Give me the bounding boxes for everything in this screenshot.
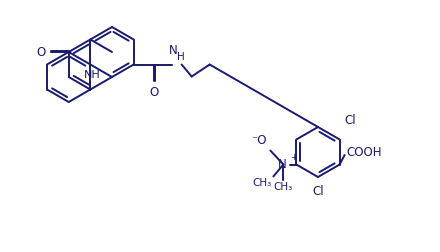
Text: +: +	[290, 152, 297, 162]
Text: Cl: Cl	[312, 185, 324, 198]
Text: N: N	[169, 44, 178, 56]
Text: N: N	[278, 158, 286, 171]
Text: CH₃: CH₃	[252, 178, 271, 188]
Text: H: H	[176, 51, 184, 61]
Text: O: O	[149, 85, 158, 99]
Text: Cl: Cl	[345, 114, 356, 128]
Text: ⁻O: ⁻O	[251, 134, 266, 146]
Text: COOH: COOH	[347, 145, 382, 159]
Text: NH: NH	[84, 70, 101, 79]
Text: CH₃: CH₃	[274, 181, 293, 192]
Text: O: O	[37, 46, 46, 58]
